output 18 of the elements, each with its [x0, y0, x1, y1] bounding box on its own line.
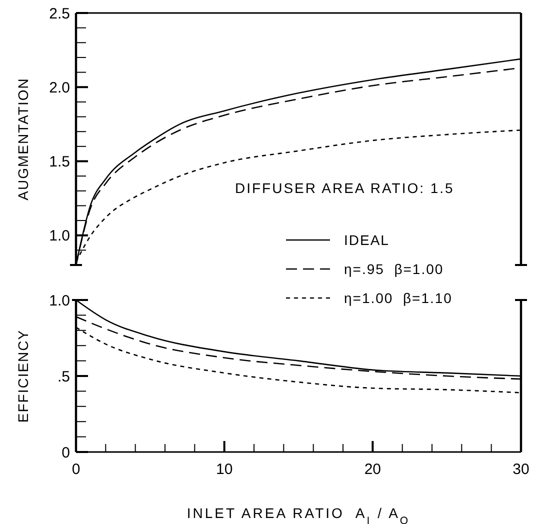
legend-label: IDEAL — [344, 232, 390, 248]
y-tick-label: 0 — [62, 444, 70, 462]
annotation: DIFFUSER AREA RATIO: 1.5 — [235, 180, 454, 196]
legend-label: η=.95 β=1.00 — [344, 260, 444, 277]
y-tick-label: 1.0 — [49, 292, 70, 310]
x-tick-label: 10 — [216, 461, 233, 478]
y-tick-label: 1.0 — [49, 228, 70, 245]
y-axis-title: AUGMENTATION — [15, 78, 31, 200]
x-tick-label: 20 — [364, 461, 382, 478]
x-tick-label: 0 — [72, 461, 80, 478]
x-axis-title: INLET AREA RATIO A$_{I}$ / A$_{O}$ — [186, 505, 410, 524]
legend-label: η=1.00 β=1.10 — [344, 290, 452, 306]
y-tick-label: 2.0 — [49, 79, 70, 96]
y-tick-label: 1.5 — [49, 153, 70, 170]
y-axis-title: EFFICIENCY — [15, 329, 31, 423]
y-tick-label: 2.5 — [49, 5, 70, 22]
y-tick-label: .5 — [57, 368, 70, 386]
x-tick-label: 30 — [512, 461, 530, 478]
